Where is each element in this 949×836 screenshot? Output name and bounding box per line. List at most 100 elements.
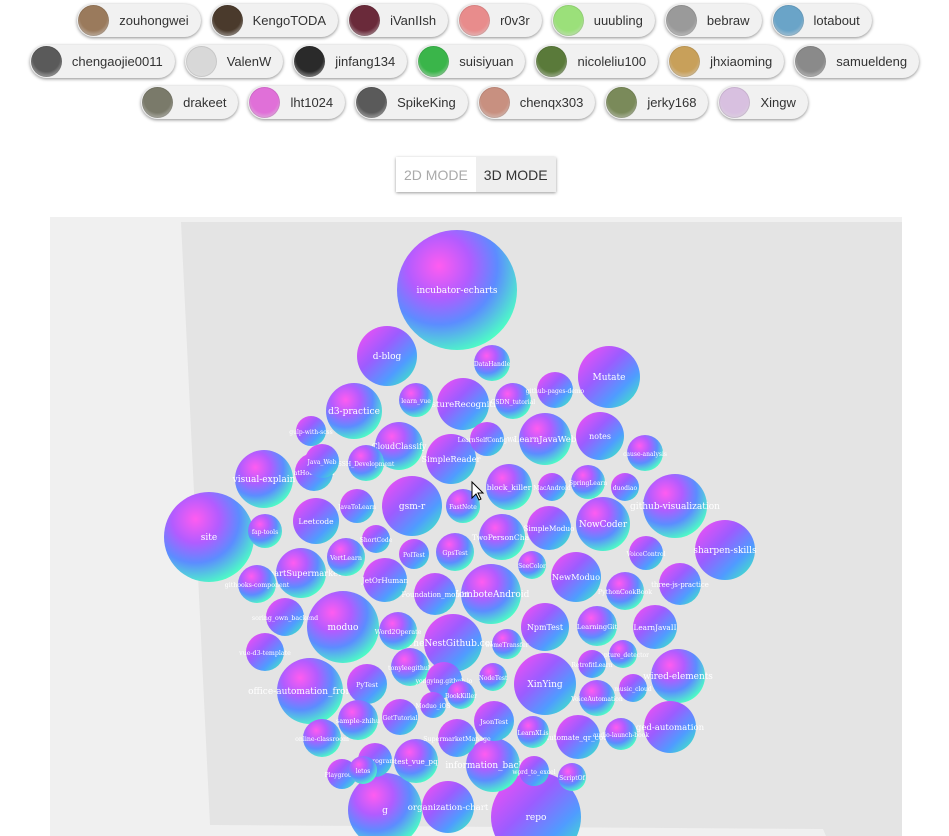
repo-sphere[interactable] bbox=[627, 435, 663, 471]
repo-sphere[interactable] bbox=[248, 514, 282, 548]
repo-sphere[interactable] bbox=[362, 525, 390, 553]
repo-bubble[interactable]: LearningGit bbox=[577, 606, 618, 646]
repo-sphere[interactable] bbox=[514, 653, 576, 715]
mode-2d-button[interactable]: 2D MODE bbox=[404, 166, 468, 183]
repo-sphere[interactable] bbox=[391, 648, 429, 686]
repo-sphere[interactable] bbox=[492, 629, 522, 659]
repo-sphere[interactable] bbox=[379, 612, 417, 650]
repo-bubble[interactable]: GetTutorial bbox=[382, 699, 418, 735]
user-chip[interactable]: suisiyuan bbox=[417, 45, 526, 78]
repo-bubble[interactable]: ged-automation bbox=[636, 701, 705, 753]
repo-sphere[interactable] bbox=[348, 445, 384, 481]
repo-sphere[interactable] bbox=[629, 536, 663, 570]
repo-bubble[interactable]: cause-analysis bbox=[623, 435, 667, 471]
repo-sphere[interactable] bbox=[619, 674, 647, 702]
repo-bubble[interactable]: JsonTest bbox=[474, 701, 514, 741]
user-chip[interactable]: jerky168 bbox=[605, 86, 709, 119]
repo-sphere[interactable] bbox=[551, 552, 601, 602]
repo-sphere[interactable] bbox=[422, 781, 474, 833]
repo-bubble[interactable]: repo bbox=[491, 772, 581, 836]
repo-sphere[interactable] bbox=[357, 326, 417, 386]
repo-bubble[interactable]: SmartSupermarket bbox=[261, 548, 342, 598]
repo-sphere[interactable] bbox=[633, 605, 677, 649]
mode-3d-button[interactable]: 3D MODE bbox=[475, 157, 556, 192]
repo-bubble[interactable]: NodeTest bbox=[479, 663, 508, 691]
repo-sphere[interactable] bbox=[659, 563, 701, 605]
repo-bubble[interactable]: JavaToLearn bbox=[337, 489, 376, 523]
repo-bubble[interactable]: VoiceAutomation bbox=[570, 680, 623, 716]
repo-bubble[interactable]: visual-explain bbox=[232, 450, 296, 508]
repo-sphere[interactable] bbox=[447, 681, 475, 709]
repo-sphere[interactable] bbox=[266, 598, 304, 636]
repo-bubble[interactable]: capture_detector bbox=[597, 640, 649, 668]
repo-bubble[interactable]: CSDN_tutorial bbox=[491, 383, 535, 419]
repo-sphere[interactable] bbox=[578, 650, 606, 678]
repo-bubble[interactable]: github-visualization bbox=[630, 474, 720, 538]
repo-sphere[interactable] bbox=[363, 558, 407, 602]
repo-bubble[interactable]: PolTest bbox=[399, 539, 429, 569]
repo-bubble[interactable]: moduo bbox=[307, 591, 379, 663]
repo-sphere[interactable] bbox=[277, 658, 343, 724]
repo-sphere[interactable] bbox=[576, 412, 624, 460]
repo-bubble[interactable]: PyTest bbox=[347, 664, 387, 704]
repo-sphere[interactable] bbox=[461, 564, 521, 624]
repo-sphere[interactable] bbox=[527, 506, 571, 550]
repo-bubble[interactable]: sample-zhihu bbox=[336, 700, 380, 740]
repo-sphere[interactable] bbox=[470, 422, 504, 456]
bubble-svg[interactable]: incubator-echarts site repo g moduo office-au… bbox=[50, 217, 902, 836]
repo-sphere[interactable] bbox=[238, 565, 276, 603]
repo-bubble[interactable]: audio-launch-book bbox=[593, 718, 649, 750]
repo-sphere[interactable] bbox=[695, 520, 755, 580]
repo-bubble[interactable]: information_backend bbox=[445, 738, 541, 792]
repo-sphere[interactable] bbox=[474, 345, 510, 381]
repo-sphere[interactable] bbox=[164, 492, 254, 582]
user-chip[interactable]: nicoleliu100 bbox=[535, 45, 659, 78]
user-chip[interactable]: drakeet bbox=[141, 86, 239, 119]
repo-bubble[interactable]: VertLearn bbox=[327, 538, 365, 576]
repo-sphere[interactable] bbox=[305, 444, 339, 478]
repo-bubble[interactable]: LearnXLis bbox=[517, 716, 549, 748]
user-chip[interactable]: uuubling bbox=[551, 4, 655, 37]
repo-sphere[interactable] bbox=[303, 719, 341, 757]
repo-sphere[interactable] bbox=[394, 739, 438, 783]
repo-bubble[interactable]: office-automation_frontend bbox=[248, 658, 372, 724]
repo-bubble[interactable]: incubator-echarts bbox=[397, 230, 517, 350]
repo-bubble[interactable]: TwoPersonChat bbox=[472, 514, 532, 560]
repo-bubble[interactable]: MacAndroid bbox=[533, 473, 571, 501]
repo-sphere[interactable] bbox=[235, 450, 293, 508]
repo-bubble[interactable]: site bbox=[164, 492, 254, 582]
repo-sphere[interactable] bbox=[348, 773, 422, 836]
repo-sphere[interactable] bbox=[349, 756, 377, 784]
repo-sphere[interactable] bbox=[382, 476, 442, 536]
repo-sphere[interactable] bbox=[437, 378, 489, 430]
repo-sphere[interactable] bbox=[426, 434, 476, 484]
repo-sphere[interactable] bbox=[651, 649, 705, 703]
repo-bubble[interactable]: letos bbox=[349, 756, 377, 784]
repo-bubble[interactable]: SSH_Development bbox=[338, 445, 395, 481]
repo-sphere[interactable] bbox=[438, 719, 476, 757]
repo-sphere[interactable] bbox=[397, 230, 517, 350]
repo-bubble[interactable]: Word2Operate bbox=[375, 612, 422, 650]
repo-bubble[interactable]: d3-practice bbox=[326, 383, 382, 439]
user-chip[interactable]: lht1024 bbox=[248, 86, 346, 119]
user-chip[interactable]: chenqx303 bbox=[477, 86, 596, 119]
repo-bubble[interactable]: notes bbox=[576, 412, 624, 460]
repo-bubble[interactable]: CloudClassify bbox=[372, 422, 427, 470]
repo-sphere[interactable] bbox=[518, 551, 546, 579]
repo-bubble[interactable]: TheNestGithub.com bbox=[407, 614, 499, 672]
repo-bubble[interactable]: test_vue_pq bbox=[394, 739, 438, 783]
repo-bubble[interactable]: PythonCookBook bbox=[598, 572, 652, 610]
repo-bubble[interactable]: NpmTest bbox=[521, 603, 569, 651]
repo-bubble[interactable]: learn_vue bbox=[399, 383, 433, 417]
user-chip[interactable]: Xingw bbox=[718, 86, 808, 119]
repo-bubble[interactable]: word_to_excel bbox=[512, 756, 556, 786]
repo-sphere[interactable] bbox=[436, 533, 474, 571]
repo-bubble[interactable]: SimpleReader bbox=[421, 434, 481, 484]
user-chip[interactable]: SpikeKing bbox=[355, 86, 468, 119]
repo-bubble[interactable]: ScriptOf bbox=[558, 763, 586, 791]
repo-bubble[interactable]: Leetcode bbox=[293, 498, 339, 544]
repo-sphere[interactable] bbox=[517, 716, 549, 748]
repo-sphere[interactable] bbox=[399, 383, 433, 417]
repo-sphere[interactable] bbox=[571, 465, 605, 499]
repo-sphere[interactable] bbox=[340, 489, 374, 523]
